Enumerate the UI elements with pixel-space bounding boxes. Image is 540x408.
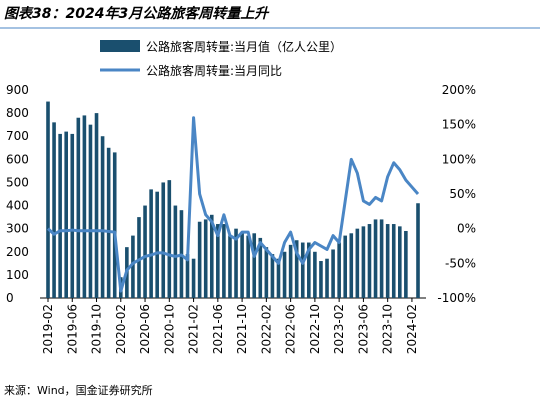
- legend-label: 公路旅客周转量:当月值（亿人公里）: [146, 39, 342, 54]
- bar: [216, 224, 220, 298]
- bar: [331, 249, 335, 298]
- bar: [300, 242, 305, 298]
- y-tick-label: 500: [6, 175, 29, 189]
- bar: [367, 224, 372, 298]
- bar: [149, 189, 153, 298]
- bar: [307, 242, 311, 298]
- bar: [161, 182, 166, 298]
- bar: [131, 235, 135, 298]
- x-tick-label: 2022-10: [308, 304, 322, 354]
- bar: [282, 251, 287, 298]
- y2-tick-label: 50%: [449, 187, 476, 201]
- bar: [143, 205, 147, 298]
- y-tick-label: 300: [6, 222, 29, 236]
- x-tick-label: 2023-02: [332, 304, 346, 354]
- y2-tick-label: -50%: [445, 256, 476, 270]
- bar: [385, 224, 390, 298]
- y2-tick-label: -100%: [437, 291, 476, 305]
- bar: [228, 235, 232, 298]
- bar: [361, 226, 366, 298]
- bar: [173, 205, 178, 298]
- bar: [112, 152, 117, 298]
- x-tick-label: 2022-02: [259, 304, 273, 354]
- x-tick-label: 2020-10: [162, 304, 176, 354]
- bar: [197, 221, 202, 298]
- y-tick-label: 700: [6, 129, 29, 143]
- bar: [264, 247, 269, 298]
- x-tick-label: 2019-02: [41, 304, 55, 354]
- x-tick-label: 2020-02: [114, 304, 128, 354]
- bar: [379, 219, 384, 298]
- bar: [155, 191, 159, 298]
- source: 来源：Wind，国金证券研究所: [4, 383, 153, 397]
- line: [46, 116, 420, 293]
- bar: [52, 122, 56, 298]
- bar: [191, 258, 196, 298]
- y2-tick-label: 0%: [457, 222, 476, 236]
- bar: [398, 226, 402, 298]
- bar: [294, 240, 299, 298]
- bar: [343, 235, 348, 298]
- bar: [58, 133, 62, 298]
- bar: [185, 254, 190, 298]
- bar: [313, 251, 317, 298]
- bar: [106, 147, 111, 298]
- x-tick-label: 2019-06: [65, 304, 79, 354]
- x-tick-label: 2022-06: [284, 304, 298, 354]
- bar: [167, 180, 172, 298]
- y-tick-label: 400: [6, 199, 29, 213]
- bar: [94, 113, 99, 298]
- bar: [404, 230, 408, 298]
- bar: [391, 224, 396, 298]
- bar: [209, 214, 214, 298]
- y-tick-label: 0: [6, 291, 14, 305]
- bar: [288, 244, 293, 298]
- bar: [234, 228, 238, 298]
- x-tick-label: 2024-02: [405, 304, 419, 354]
- bar: [76, 117, 81, 298]
- legend-swatch: [100, 40, 140, 52]
- bar: [222, 224, 226, 298]
- y-tick-label: 900: [6, 83, 29, 97]
- y2-tick-label: 200%: [442, 83, 476, 97]
- bar: [203, 219, 208, 298]
- bar: [276, 258, 281, 298]
- bar: [246, 235, 250, 298]
- bar: [349, 233, 354, 298]
- y-tick-label: 600: [6, 152, 29, 166]
- x-tick-label: 2023-10: [381, 304, 395, 354]
- bar: [258, 237, 263, 298]
- x-tick-label: 2021-02: [187, 304, 201, 354]
- bar: [355, 228, 360, 298]
- bar: [252, 233, 257, 298]
- bar: [240, 233, 244, 298]
- bar: [64, 131, 68, 298]
- bar: [373, 219, 378, 298]
- bar: [88, 124, 93, 299]
- bar: [270, 254, 275, 298]
- y2-tick-label: 100%: [442, 152, 476, 166]
- x-tick-label: 2020-06: [138, 304, 152, 354]
- bar: [82, 115, 87, 298]
- bar: [416, 203, 420, 298]
- x-tick-label: 2021-10: [235, 304, 249, 354]
- y-tick-label: 100: [6, 268, 29, 282]
- bar: [70, 133, 75, 298]
- bar: [319, 261, 323, 298]
- bar: [100, 136, 105, 298]
- y-tick-label: 800: [6, 106, 29, 120]
- bar: [325, 258, 329, 298]
- x-tick-label: 2019-10: [90, 304, 104, 354]
- legend-label: 公路旅客周转量:当月同比: [146, 63, 282, 78]
- y2-tick-label: 150%: [442, 118, 476, 132]
- chart-title: 图表38：2024年3月公路旅客周转量上升: [4, 5, 270, 22]
- bar: [46, 101, 50, 298]
- x-tick-label: 2021-06: [211, 304, 225, 354]
- x-tick-label: 2023-06: [356, 304, 370, 354]
- y-tick-label: 200: [6, 245, 29, 259]
- bar: [337, 242, 341, 298]
- bar: [137, 217, 141, 298]
